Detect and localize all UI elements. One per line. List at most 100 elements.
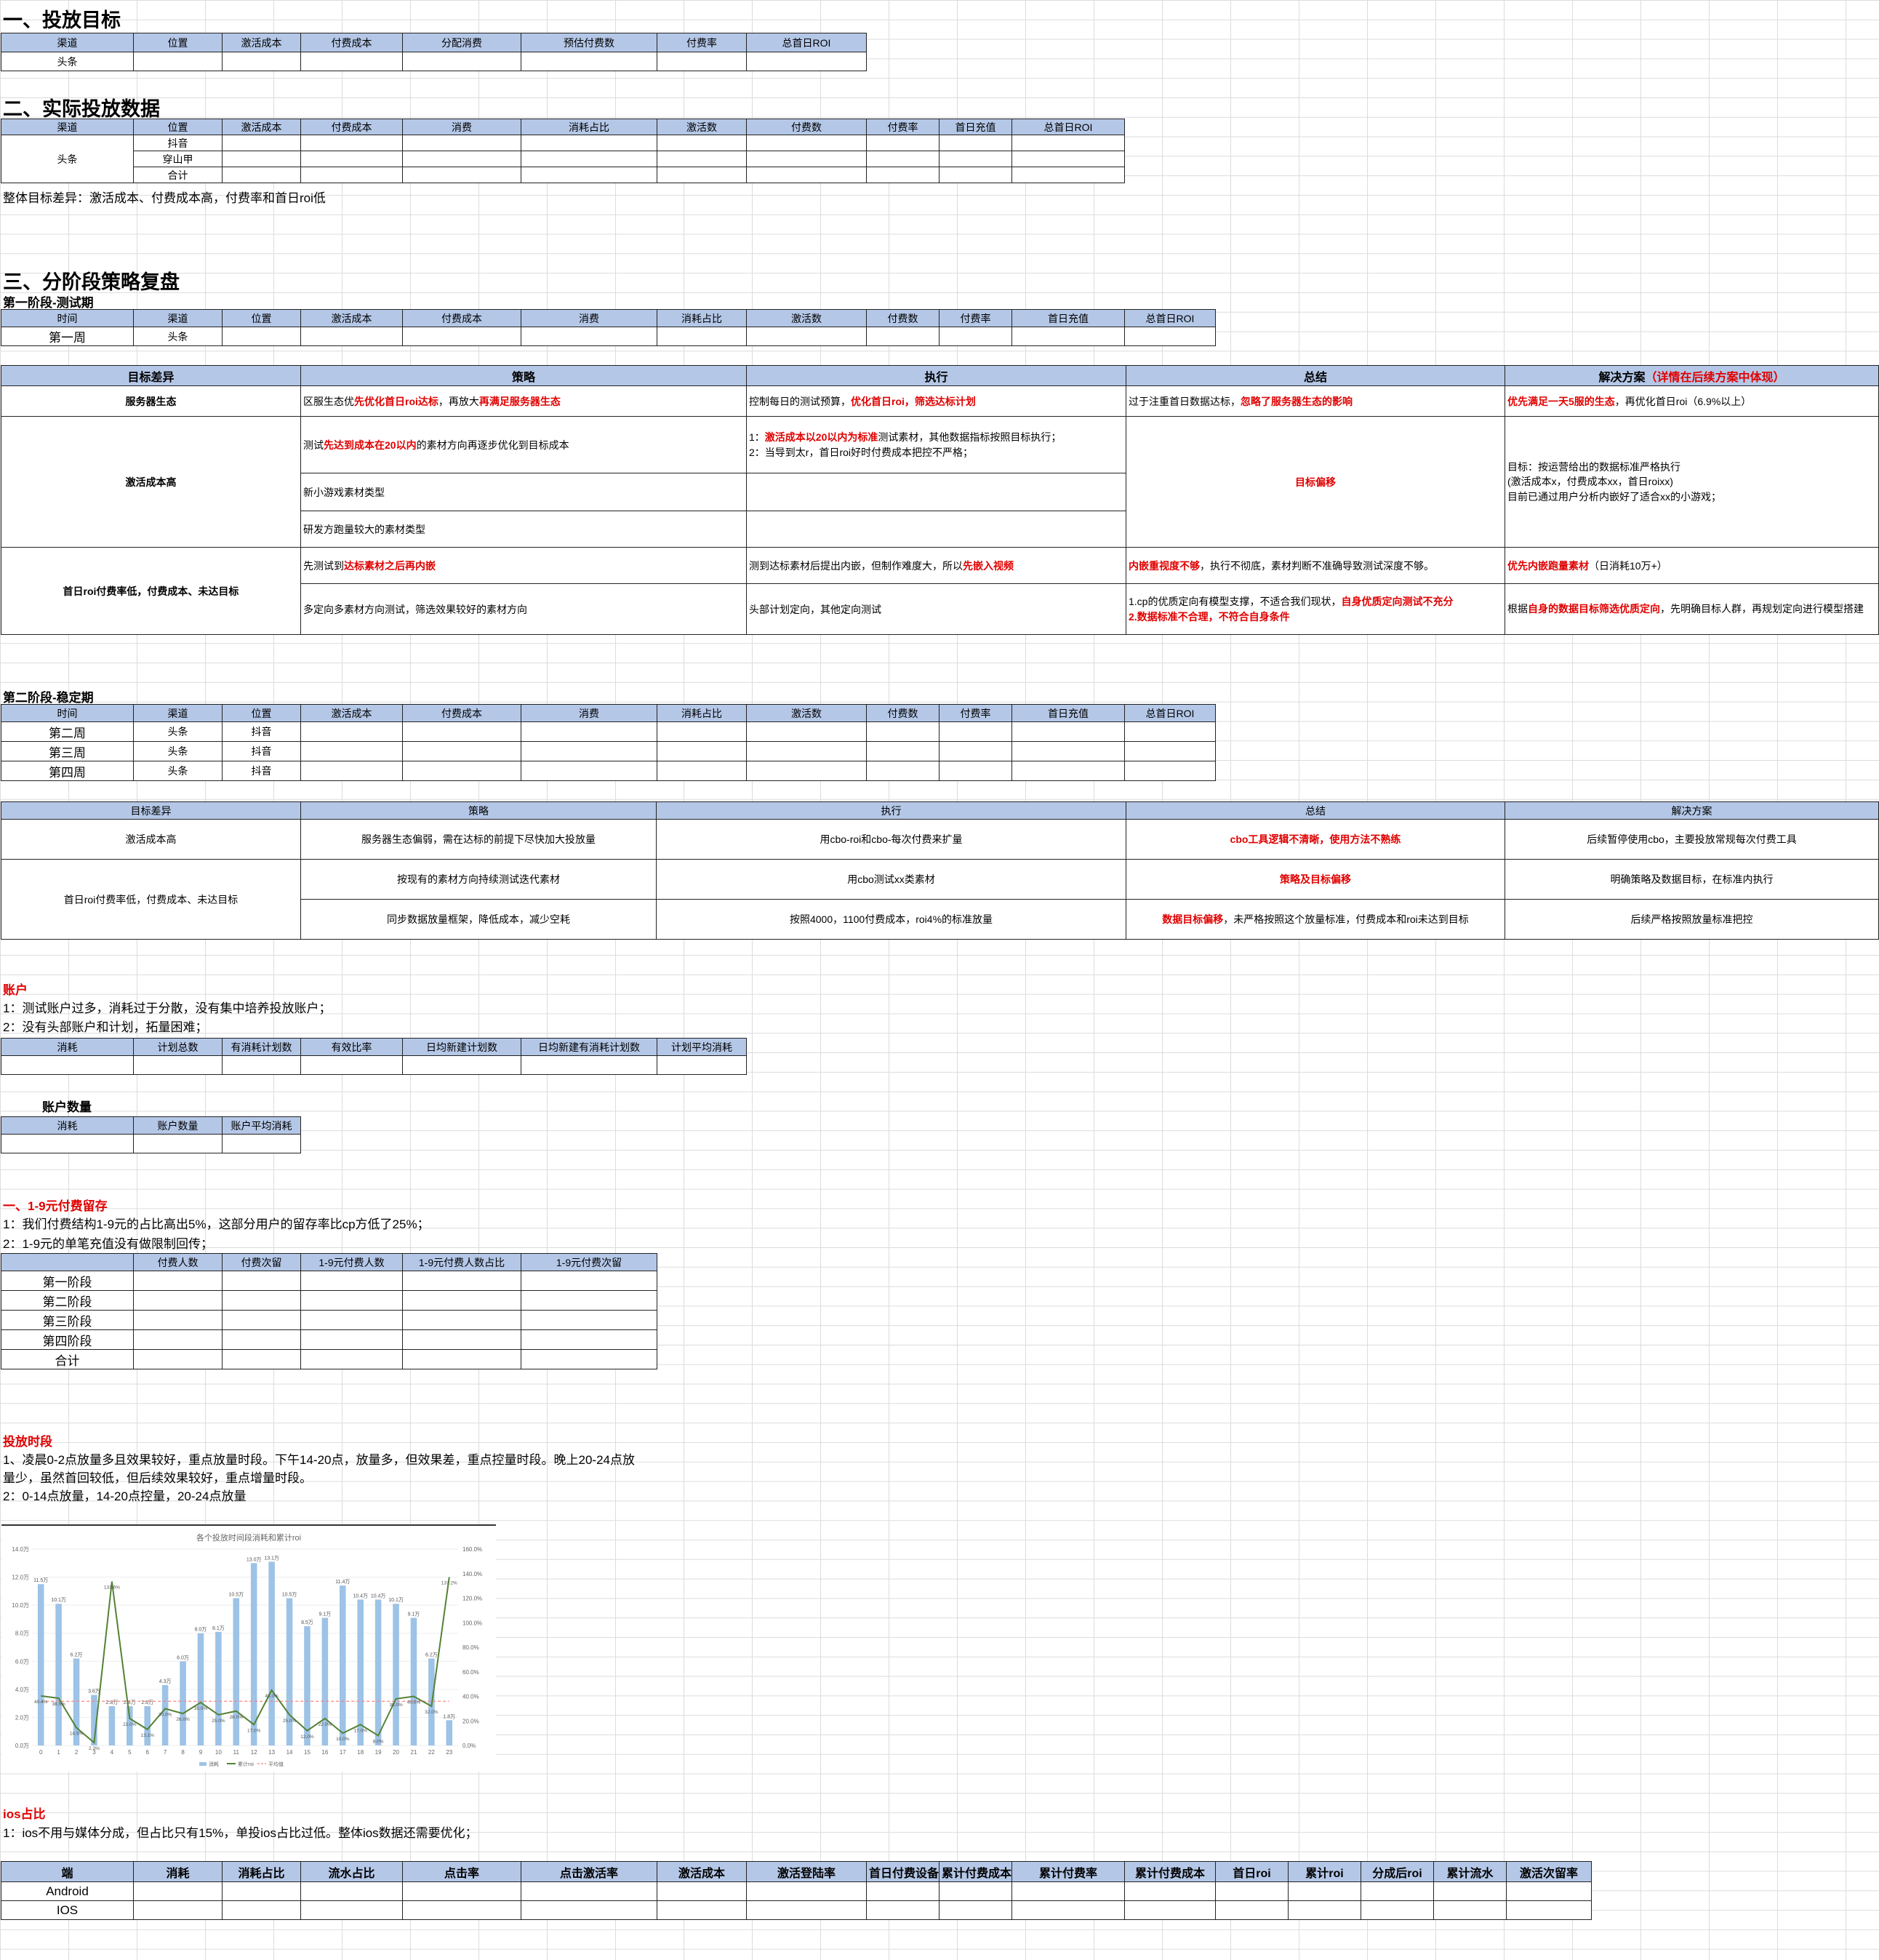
ios-title: ios占比: [3, 1807, 46, 1821]
cell[interactable]: 抖音: [222, 761, 301, 781]
strategy-cell[interactable]: 研发方跑量较大的素材类型: [300, 511, 747, 548]
section-1-title: 一、投放目标: [3, 9, 121, 31]
strategy-cell[interactable]: 服务器生态偏弱，需在达标的前提下尽快加大投放量: [300, 819, 657, 860]
col-header: 时间: [1, 309, 134, 327]
cell[interactable]: 第一周: [1, 327, 134, 346]
cell[interactable]: 头条: [1, 135, 134, 183]
cell[interactable]: [300, 52, 403, 71]
cell[interactable]: 头条: [133, 741, 223, 761]
solution-cell[interactable]: 目标：按运营给出的数据标准严格执行 (激活成本x，付费成本xx，首日roixx) 目…: [1505, 416, 1879, 548]
col-header: 计划总数: [133, 1038, 223, 1056]
summary-cell[interactable]: 策略及目标偏移: [1126, 859, 1505, 900]
col-header: 策略: [300, 365, 747, 386]
solution-cell[interactable]: 明确策略及数据目标，在标准内执行: [1505, 859, 1879, 900]
col-header: 1-9元付费人数: [300, 1253, 403, 1271]
execution-cell[interactable]: 用cbo-roi和cbo-每次付费来扩量: [656, 819, 1126, 860]
x-tick: 12: [251, 1749, 257, 1756]
col-header: 累计付费成本: [939, 1861, 1012, 1882]
col-header: 消费: [521, 704, 657, 722]
cell[interactable]: 头条: [1, 52, 134, 71]
bar-label: 3.6万: [88, 1689, 100, 1695]
summary-cell[interactable]: 数据目标偏移，未严格按照这个放量标准，付费成本和roi未达到目标: [1126, 899, 1505, 940]
cell[interactable]: 第四周: [1, 761, 134, 781]
cell[interactable]: 抖音: [222, 741, 301, 761]
summary-cell[interactable]: 内嵌重视度不够，执行不彻底，素材判断不准确导致测试深度不够。: [1126, 547, 1505, 584]
roi-label: 38.5%: [52, 1702, 65, 1707]
summary-cell[interactable]: 1.cp的优质定向有模型支撑，不适合我们现状，自身优质定向测试不充分 2.数据标准…: [1126, 583, 1505, 635]
cell[interactable]: 抖音: [222, 721, 301, 742]
roi-label: 40.0%: [407, 1700, 421, 1705]
col-header: 累计流水: [1433, 1861, 1507, 1882]
cell[interactable]: [133, 52, 223, 71]
summary-cell[interactable]: cbo工具逻辑不清晰，使用方法不熟练: [1126, 819, 1505, 860]
bar-label: 13.1万: [264, 1555, 279, 1561]
y-right-tick: 120.0%: [462, 1596, 482, 1602]
y-left-tick: 2.0万: [15, 1714, 29, 1721]
cell[interactable]: 抖音: [133, 135, 223, 151]
solution-cell[interactable]: 后续暂停使用cbo，主要投放常规每次付费工具: [1505, 819, 1879, 860]
cell[interactable]: [521, 52, 657, 71]
summary-cell[interactable]: 目标偏移: [1126, 416, 1505, 548]
bar: [268, 1561, 275, 1745]
col-header: 端: [1, 1861, 134, 1882]
row-label: 第二阶段: [1, 1290, 134, 1311]
execution-cell[interactable]: 1：激活成本以20以内为标准测试素材，其他数据指标按照目标执行； 2：当导到太r，…: [746, 416, 1126, 473]
x-tick: 16: [321, 1749, 328, 1756]
solution-cell[interactable]: 后续严格按照放量标准把控: [1505, 899, 1879, 940]
strategy-cell[interactable]: 多定向多素材方向测试，筛选效果较好的素材方向: [300, 583, 747, 635]
cell[interactable]: 头条: [133, 721, 223, 742]
cell[interactable]: 合计: [133, 167, 223, 183]
col-header: 有消耗计划数: [222, 1038, 301, 1056]
cell[interactable]: [222, 52, 301, 71]
col-header: 付费率: [939, 309, 1012, 327]
col-header: 位置: [222, 704, 301, 722]
x-tick: 7: [164, 1749, 167, 1756]
execution-cell[interactable]: 头部计划定向，其他定向测试: [746, 583, 1126, 635]
col-header: 时间: [1, 704, 134, 722]
col-header: 位置: [133, 119, 223, 135]
roi-label: 28.0%: [230, 1715, 244, 1720]
strategy-cell[interactable]: 新小游戏素材类型: [300, 473, 747, 511]
strategy-cell[interactable]: 按现有的素材方向持续测试迭代素材: [300, 859, 657, 900]
ios-note: 1：ios不用与媒体分成，但占比只有15%，单投ios占比过低。整体ios数据还…: [3, 1826, 478, 1840]
execution-cell[interactable]: [746, 511, 1126, 548]
strategy-cell[interactable]: 先测试到达标素材之后再内嵌: [300, 547, 747, 584]
execution-cell[interactable]: 用cbo测试xx类素材: [656, 859, 1126, 900]
roi-label: 35.0%: [194, 1706, 208, 1711]
execution-cell[interactable]: 测到达标素材后提出内嵌，但制作难度大，所以先嵌入视频: [746, 547, 1126, 584]
x-tick: 14: [287, 1749, 293, 1756]
col-header: 渠道: [1, 119, 134, 135]
cell[interactable]: [746, 52, 867, 71]
solution-cell[interactable]: 优先满足一天5服的生态，再优化首日roi（6.9%以上）: [1505, 385, 1879, 417]
solution-cell[interactable]: 优先内嵌跑量素材（日消耗10万+）: [1505, 547, 1879, 584]
strategy-cell[interactable]: 测试先达到成本在20以内的素材方向再逐步优化到目标成本: [300, 416, 747, 473]
col-header: 付费率: [939, 704, 1012, 722]
solution-cell[interactable]: 根据自身的数据目标筛选优质定向，先明确目标人群，再规划定向进行模型搭建: [1505, 583, 1879, 635]
cell[interactable]: 头条: [133, 761, 223, 781]
cell[interactable]: 头条: [133, 327, 223, 346]
cell[interactable]: [657, 52, 747, 71]
roi-label: 8.0%: [373, 1740, 384, 1745]
col-header: 渠道: [1, 33, 134, 52]
summary-cell[interactable]: 过于注重首日数据达标，忽略了服务器生态的影响: [1126, 385, 1505, 417]
execution-cell[interactable]: 按照4000，1100付费成本，roi4%的标准放量: [656, 899, 1126, 940]
roi-label: 25.0%: [283, 1719, 297, 1724]
bar: [410, 1617, 417, 1745]
y-right-tick: 80.0%: [462, 1644, 479, 1651]
strategy-cell[interactable]: 同步数据放量框架，降低成本，减少空耗: [300, 899, 657, 940]
cell[interactable]: 穿山甲: [133, 151, 223, 167]
cell[interactable]: 第二周: [1, 721, 134, 742]
phase-2-table: 时间 渠道 位置 激活成本 付费成本 消费 消耗占比 激活数 付费数 付费率 首日充值 总首日ROI …: [1, 704, 1216, 781]
bar-label: 8.0万: [195, 1627, 207, 1633]
account-count-title: 账户数量: [42, 1100, 92, 1114]
bar-label: 1.8万: [443, 1713, 455, 1719]
execution-cell[interactable]: 控制每日的测试预算，优化首日roi，筛选达标计划: [746, 385, 1126, 417]
col-header: 日均新建有消耗计划数: [521, 1038, 657, 1056]
col-header: 位置: [133, 33, 223, 52]
bar: [180, 1661, 186, 1745]
execution-cell[interactable]: [746, 473, 1126, 511]
strategy-cell[interactable]: 区服生态优先优化首日roi达标，再放大再满足服务器生态: [300, 385, 747, 417]
bar-label: 10.1万: [51, 1597, 66, 1603]
cell[interactable]: 第三周: [1, 741, 134, 761]
cell[interactable]: [402, 52, 521, 71]
